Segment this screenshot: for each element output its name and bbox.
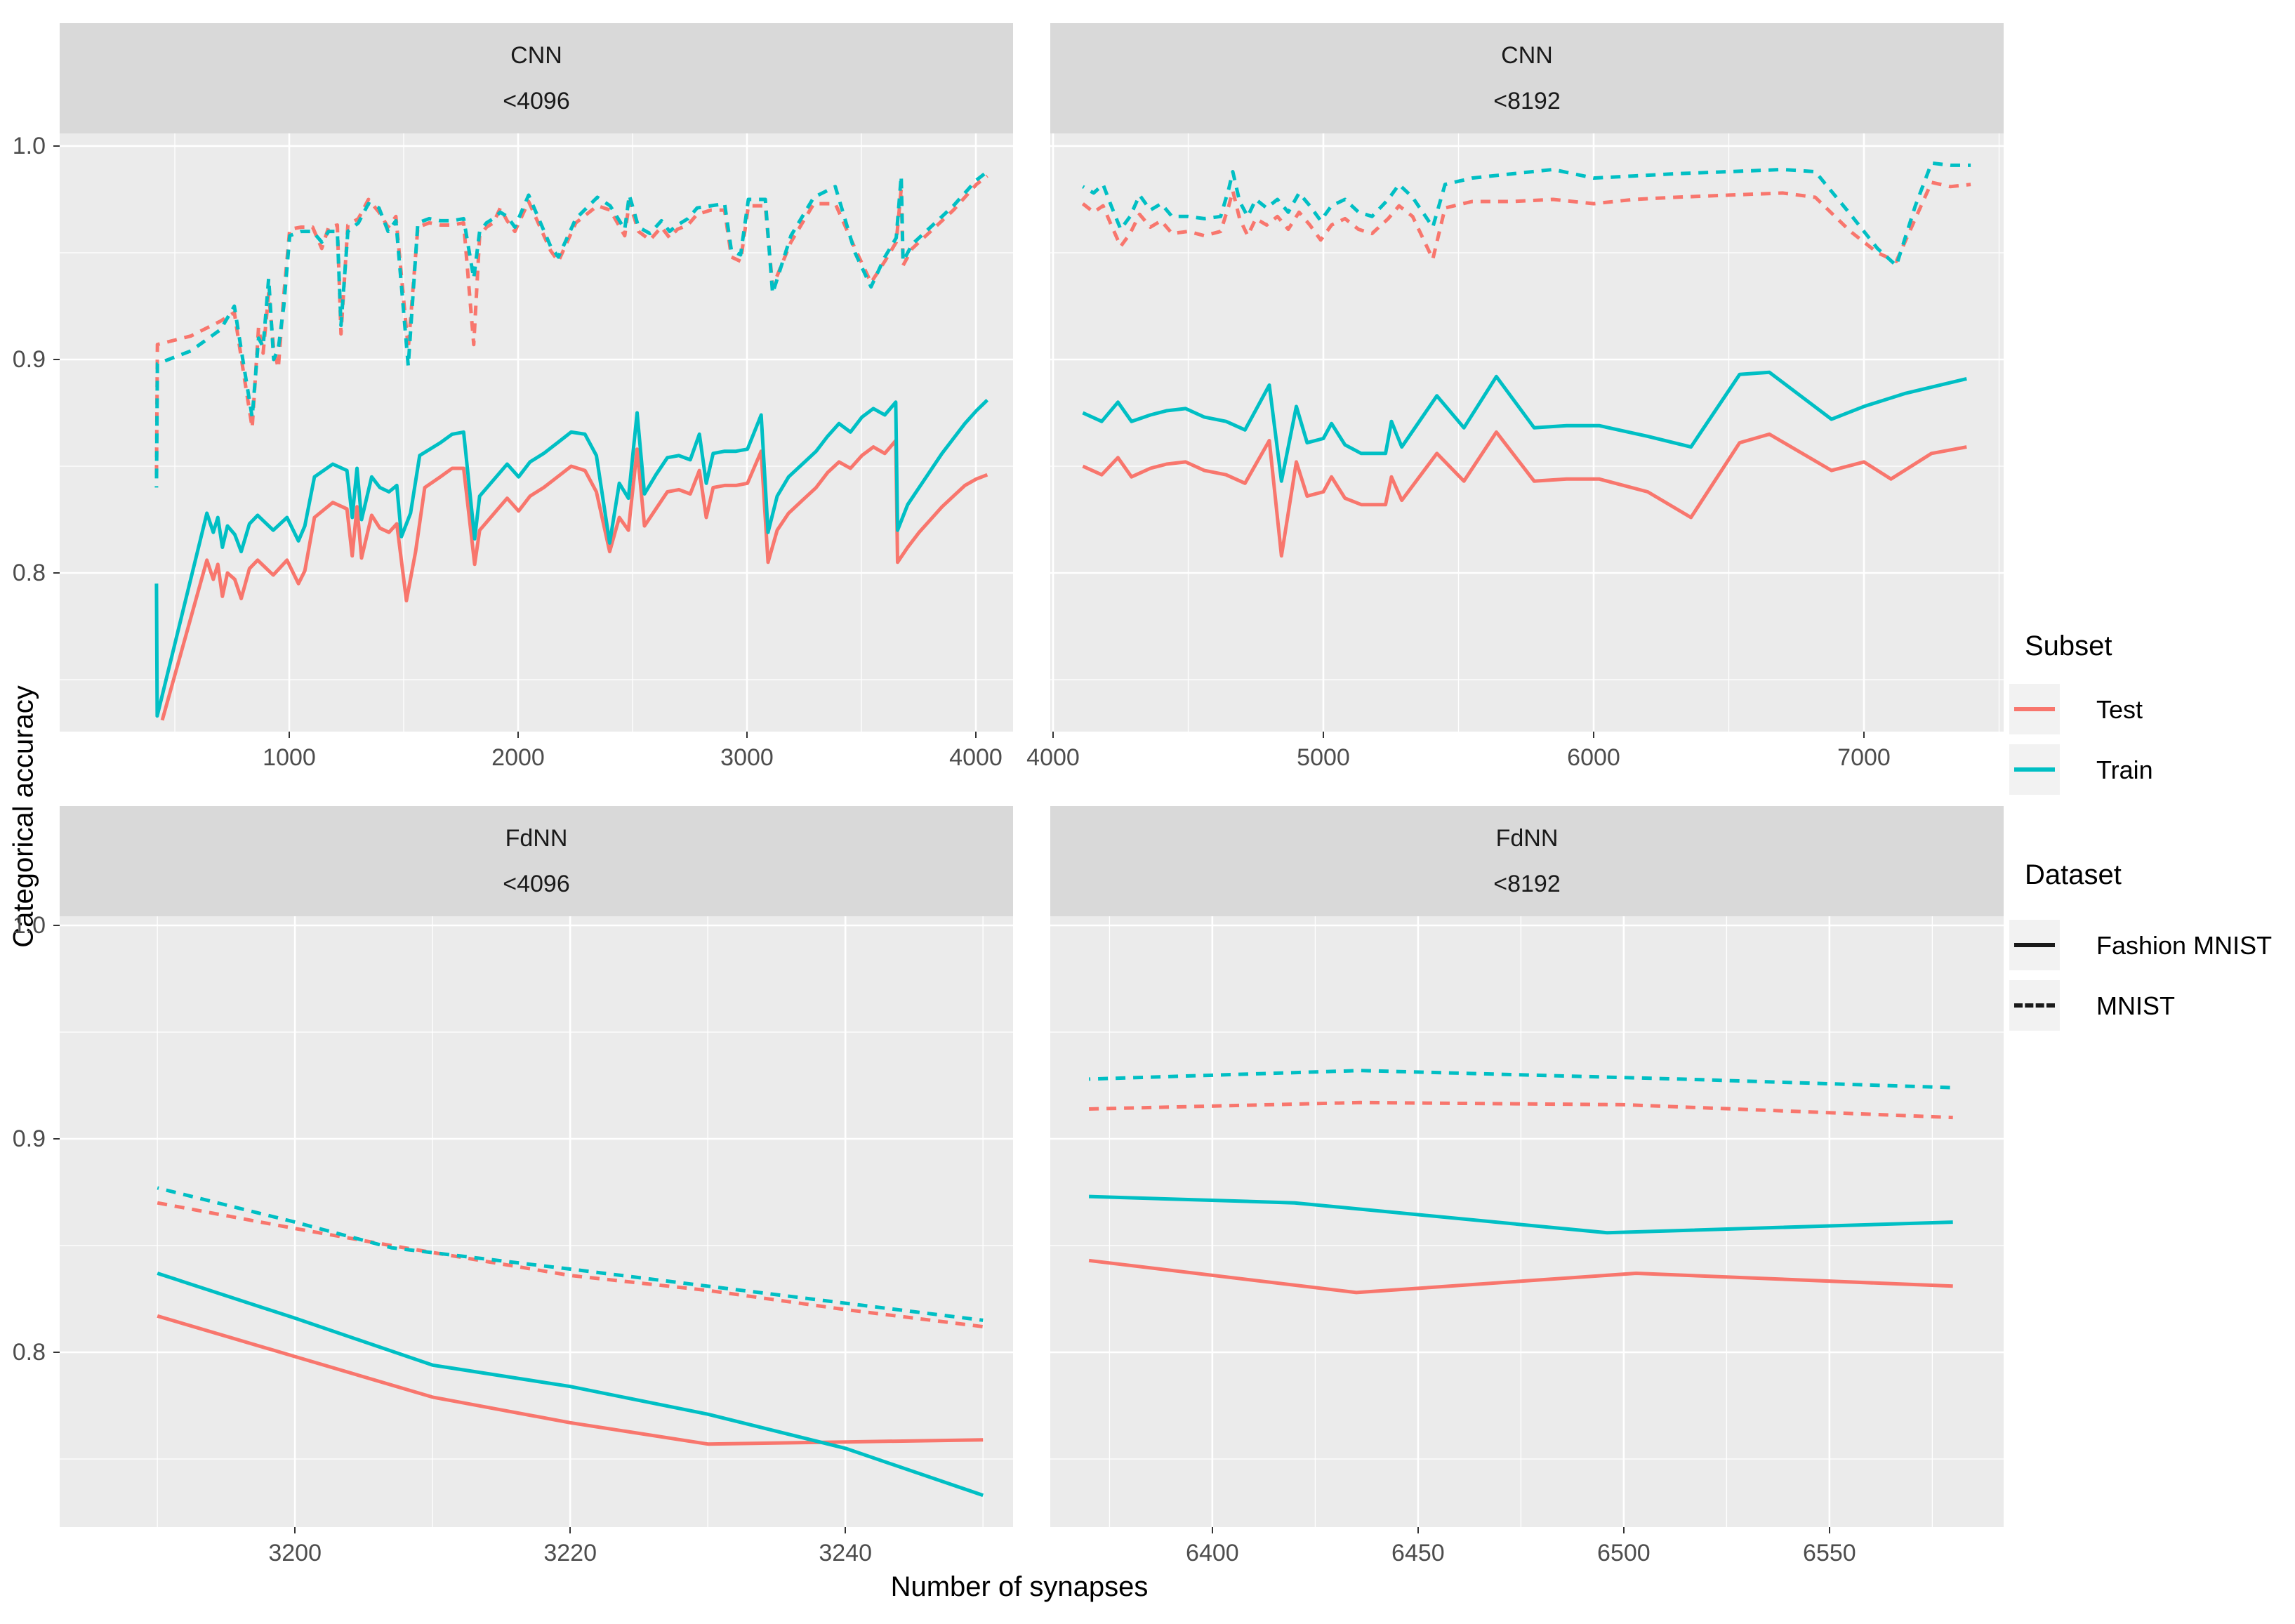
x-axis-title: Number of synapses [890,1571,1149,1602]
y-tick-label: 1.0 [12,132,46,159]
x-tick-label: 6500 [1597,1540,1651,1566]
x-tick-mark [975,732,977,738]
x-tick-mark [289,732,290,738]
series-train-mnist [157,1186,984,1322]
legend-label-mnist: MNIST [2096,991,2175,1020]
plot-panel-fdnn-4096 [60,916,1013,1527]
series-train-fashion-mnist [1089,1194,1953,1235]
plot-panel-cnn-4096 [60,133,1013,732]
x-tick-mark [294,1527,296,1533]
x-tick-mark [569,1527,571,1533]
series-test-fashion-mnist [1088,1258,1953,1295]
facet-strip-label: <8192 [1493,870,1561,897]
y-tick-label: 0.9 [12,345,46,373]
x-tick-mark [1211,1527,1213,1533]
fashion-mnist-line-swatch [2014,943,2055,947]
plot-panel-fdnn-8192 [1050,916,2004,1527]
x-tick-mark [746,732,748,738]
x-tick-label: 3240 [819,1540,872,1566]
series-test-fashion-mnist [160,439,988,721]
series-train-fashion-mnist [154,399,989,718]
x-tick-mark [1828,1527,1830,1533]
series-test-fashion-mnist [157,1314,984,1446]
series-test-mnist [1081,180,1971,263]
x-tick-label: 6450 [1391,1540,1445,1566]
x-tick-label: 2000 [491,744,545,771]
x-tick-mark [845,1527,847,1533]
legend-key-test [2009,684,2060,734]
x-tick-label: 6000 [1567,744,1620,771]
facet-strip-fdnn-8192: FdNN <8192 [1050,806,2004,916]
y-tick-label: 0.8 [12,1339,46,1366]
series-train-mnist [1089,1069,1953,1090]
facet-strip-label: CNN [510,42,562,70]
y-tick-label: 0.9 [12,1125,46,1152]
plot-panel-cnn-8192 [1050,133,2004,732]
x-tick-label: 4000 [1026,744,1080,771]
series-train-fashion-mnist [157,1272,984,1498]
legend-label-fashion-mnist: Fashion MNIST [2096,931,2273,960]
y-tick-mark [53,572,60,574]
x-tick-mark [1052,732,1054,738]
x-tick-mark [1863,732,1865,738]
x-tick-label: 3220 [543,1540,597,1566]
test-line-swatch [2014,707,2055,711]
legend-key-mnist [2009,980,2060,1031]
x-tick-label: 6550 [1803,1540,1856,1566]
y-tick-mark [53,358,60,360]
facet-strip-label: FdNN [505,825,568,852]
legend-label-train: Train [2096,755,2153,784]
facet-strip-cnn-4096: CNN <4096 [60,23,1013,133]
y-tick-mark [53,925,60,926]
legend-title-subset: Subset [2025,631,2112,661]
x-tick-label: 3000 [720,744,774,771]
x-tick-label: 1000 [263,744,316,771]
x-tick-mark [517,732,519,738]
facet-strip-label: <8192 [1493,87,1561,114]
x-tick-label: 6400 [1186,1540,1239,1566]
facet-strip-label: FdNN [1495,825,1559,852]
y-tick-mark [53,145,60,147]
x-tick-mark [1323,732,1324,738]
x-tick-label: 4000 [949,744,1003,771]
legend-title-dataset: Dataset [2025,859,2122,890]
x-tick-label: 5000 [1297,744,1350,771]
legend-label-test: Test [2096,695,2143,724]
x-tick-mark [1593,732,1594,738]
facet-strip-fdnn-4096: FdNN <4096 [60,806,1013,916]
train-line-swatch [2014,767,2055,772]
y-tick-label: 0.8 [12,559,46,586]
x-tick-mark [1622,1527,1625,1533]
legend-key-fashion-mnist [2009,920,2060,970]
y-tick-label: 1.0 [12,912,46,939]
series-train-fashion-mnist [1082,370,1967,483]
y-tick-mark [53,1352,60,1353]
facet-strip-label: <4096 [503,870,570,897]
legend-key-train [2009,744,2060,795]
facet-strip-cnn-8192: CNN <8192 [1050,23,2004,133]
x-tick-mark [1417,1527,1419,1533]
x-tick-label: 3200 [268,1540,322,1566]
x-tick-label: 7000 [1837,744,1891,771]
mnist-line-swatch [2014,1003,2055,1008]
y-tick-mark [53,1138,60,1140]
facet-strip-label: <4096 [503,87,570,114]
facet-strip-label: CNN [1501,42,1553,70]
series-test-fashion-mnist [1082,430,1967,558]
y-axis-title: Categorical accuracy [8,685,39,948]
